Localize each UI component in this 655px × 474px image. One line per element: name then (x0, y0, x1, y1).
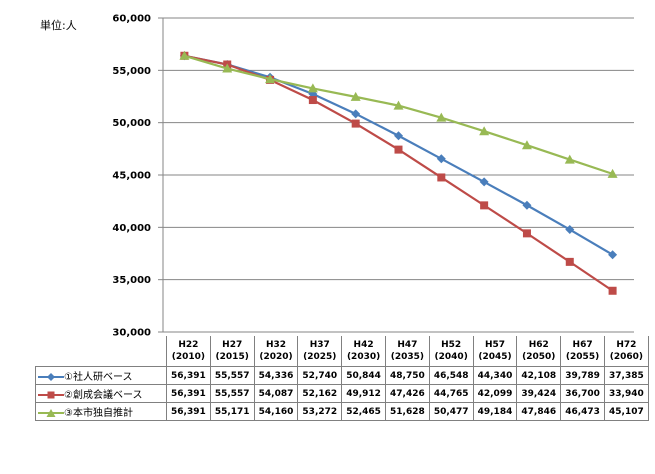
series-line (184, 54, 614, 256)
data-label: 52,162 (297, 384, 343, 403)
data-point (479, 126, 490, 136)
data-label: 54,336 (253, 366, 299, 385)
series-line (184, 54, 614, 292)
data-point (394, 145, 403, 154)
data-point (265, 74, 276, 84)
line-chart: 30,000 35,000 40,000 45,000 50,000 55,000 60,0… (112, 14, 634, 339)
data-point (565, 225, 575, 235)
data-point (394, 131, 403, 141)
table-corner (35, 336, 167, 367)
legend-label: ①社人研ベース (64, 372, 133, 383)
x-tick-label: H57 (2045) (472, 336, 518, 367)
x-tick-label: H27 (2015) (209, 336, 255, 367)
x-tick-label: H22 (2010) (166, 336, 211, 367)
x-tick-label: H42 (2030) (341, 336, 386, 367)
data-point (479, 177, 489, 187)
y-tick-label: 30,000 (112, 328, 151, 339)
data-point (436, 154, 446, 164)
unit-label: 単位:人 (40, 19, 77, 32)
legend-swatch (38, 373, 64, 381)
x-tick-label: H37 (2025) (297, 336, 343, 367)
data-label: 52,465 (341, 402, 386, 421)
data-label: 37,385 (603, 366, 649, 385)
data-label: 50,477 (428, 402, 474, 421)
data-label: 33,940 (603, 384, 649, 403)
data-label: 54,160 (253, 402, 299, 421)
data-label: 42,099 (472, 384, 518, 403)
data-point (179, 50, 190, 60)
data-point (607, 168, 618, 178)
data-label: 50,844 (341, 366, 386, 385)
y-tick-label: 35,000 (112, 275, 151, 286)
legend-swatch (38, 391, 64, 399)
data-point (480, 201, 489, 210)
table-row: ③本市独自推計 56,391 55,171 54,160 53,272 52,465 51,… (35, 402, 649, 421)
data-label: 47,846 (516, 402, 562, 421)
data-point (436, 112, 447, 122)
x-tick-label: H62 (2050) (516, 336, 562, 367)
data-label: 49,184 (472, 402, 518, 421)
data-point (307, 83, 318, 93)
data-point (222, 63, 233, 73)
data-label: 47,426 (384, 384, 430, 403)
y-tick-label: 40,000 (112, 223, 151, 234)
x-tick-label: H32 (2020) (253, 336, 299, 367)
data-label: 39,789 (560, 366, 605, 385)
x-tick-label: H67 (2055) (560, 336, 605, 367)
data-point (308, 96, 317, 105)
data-point (393, 100, 404, 110)
x-tick-label: H72 (2060) (603, 336, 649, 367)
data-label: 39,424 (516, 384, 562, 403)
data-point (350, 91, 361, 101)
data-point (608, 250, 618, 260)
data-label: 44,340 (472, 366, 518, 385)
data-label: 49,912 (341, 384, 386, 403)
data-point (608, 286, 617, 295)
data-point (522, 229, 531, 238)
data-point (565, 257, 574, 266)
data-label: 48,750 (384, 366, 430, 385)
y-tick-label: 45,000 (112, 171, 151, 182)
legend-label: ③本市独自推計 (64, 408, 133, 419)
y-tick-label: 60,000 (112, 14, 151, 25)
data-table: H22 (2010) H27 (2015) H32 (2020) H37 (2025) H42(… (35, 336, 649, 421)
data-point (351, 119, 360, 128)
data-label: 36,700 (560, 384, 605, 403)
data-label: 56,391 (166, 366, 211, 385)
table-row: ②創成会議ベース 56,391 55,557 54,087 52,162 49,912 47… (35, 384, 649, 403)
data-label: 42,108 (516, 366, 562, 385)
x-tick-label: H47 (2035) (384, 336, 430, 367)
data-label: 44,765 (428, 384, 474, 403)
x-tick-label: H52 (2040) (428, 336, 474, 367)
data-point (437, 173, 446, 182)
legend-label: ②創成会議ベース (64, 390, 143, 401)
data-label: 45,107 (603, 402, 649, 421)
legend-entry: ②創成会議ベース (35, 384, 167, 403)
data-label: 55,557 (209, 366, 255, 385)
data-label: 46,473 (560, 402, 605, 421)
table-row: ①社人研ベース 56,391 55,557 54,336 52,740 50,844 48,… (35, 366, 649, 385)
data-point (521, 140, 532, 150)
series-line (184, 54, 613, 175)
data-label: 56,391 (166, 402, 211, 421)
data-point (351, 109, 361, 119)
legend-swatch (38, 409, 64, 417)
y-tick-label: 55,000 (112, 66, 151, 77)
data-point (564, 154, 575, 164)
data-label: 55,171 (209, 402, 255, 421)
data-label: 56,391 (166, 384, 211, 403)
legend-entry: ③本市独自推計 (35, 402, 167, 421)
data-label: 46,548 (428, 366, 474, 385)
data-label: 51,628 (384, 402, 430, 421)
data-label: 55,557 (209, 384, 255, 403)
y-tick-label: 50,000 (112, 118, 151, 129)
data-label: 52,740 (297, 366, 343, 385)
data-label: 54,087 (253, 384, 299, 403)
legend-entry: ①社人研ベース (35, 366, 167, 385)
data-point (522, 200, 532, 210)
data-label: 53,272 (297, 402, 343, 421)
